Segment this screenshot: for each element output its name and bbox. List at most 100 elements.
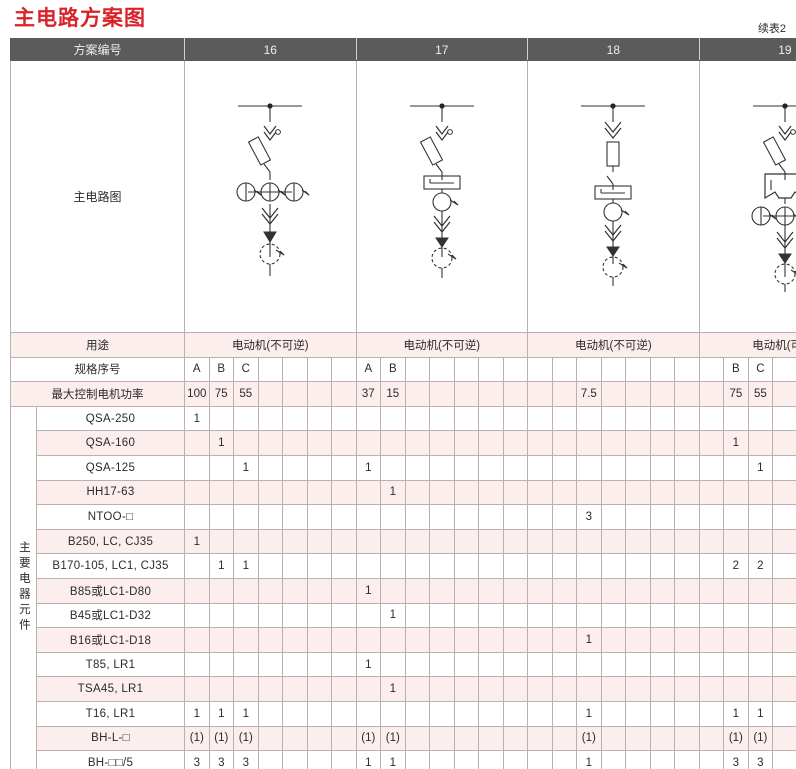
component-name: T16, LR1 bbox=[35, 700, 186, 727]
cell-18-6 bbox=[674, 381, 700, 407]
cell-19-3 bbox=[772, 700, 796, 727]
cell-17-0 bbox=[355, 430, 382, 456]
header-scheme-16[interactable]: 16 bbox=[184, 38, 357, 61]
cell-16-0 bbox=[184, 454, 210, 481]
cell-19-2 bbox=[747, 405, 774, 432]
cell-16-6 bbox=[331, 627, 357, 653]
cell-16-0: 100 bbox=[184, 381, 210, 407]
cell-16-1 bbox=[208, 577, 235, 604]
cell-16-6 bbox=[331, 700, 357, 727]
cell-19-1 bbox=[723, 504, 749, 530]
use-value-16: 电动机(不可逆) bbox=[184, 332, 357, 358]
cell-18-4 bbox=[625, 577, 651, 604]
use-value-19: 电动机(可逆) bbox=[698, 332, 796, 358]
cell-17-3 bbox=[429, 700, 455, 727]
cell-16-2 bbox=[233, 676, 259, 702]
cell-18-3 bbox=[600, 504, 627, 530]
cell-19-0 bbox=[698, 405, 725, 432]
cell-16-5 bbox=[306, 454, 333, 481]
cell-18-1 bbox=[551, 504, 578, 530]
cell-18-1 bbox=[551, 528, 578, 555]
header-scheme-18[interactable]: 18 bbox=[527, 38, 700, 61]
main-circuit-scheme-table: 方案编号 16 17 18 19 主电路图 bbox=[9, 38, 796, 769]
cell-16-5 bbox=[306, 676, 333, 702]
cell-18-5 bbox=[649, 528, 676, 555]
cell-16-6 bbox=[331, 750, 357, 769]
table-header-row: 方案编号 16 17 18 19 bbox=[9, 38, 796, 61]
component-name: B85或LC1-D80 bbox=[35, 577, 186, 604]
component-name: QSA-125 bbox=[35, 454, 186, 481]
cell-19-3 bbox=[772, 725, 796, 752]
cell-17-3 bbox=[429, 750, 455, 769]
cell-18-1 bbox=[551, 553, 578, 579]
component-name: QSA-250 bbox=[35, 405, 186, 432]
component-name: B45或LC1-D32 bbox=[35, 602, 186, 629]
cell-18-5 bbox=[649, 750, 676, 769]
cell-19-1 bbox=[723, 602, 749, 629]
cell-16-3 bbox=[257, 528, 284, 555]
cell-18-4 bbox=[625, 725, 651, 752]
cell-19-3 bbox=[772, 676, 796, 702]
cell-16-2 bbox=[233, 528, 259, 555]
cell-19-2: 3 bbox=[747, 750, 774, 769]
cell-16-0 bbox=[184, 651, 210, 678]
cell-17-1: B bbox=[380, 356, 406, 383]
cell-17-5 bbox=[478, 528, 504, 555]
component-row: B250, LC, CJ35 1 bbox=[11, 528, 796, 555]
cell-17-3 bbox=[429, 651, 455, 678]
cell-19-3 bbox=[772, 454, 796, 481]
cell-19-3 bbox=[772, 479, 796, 506]
cell-16-5 bbox=[306, 553, 333, 579]
cell-16-3 bbox=[257, 454, 284, 481]
cell-18-2: 1 bbox=[576, 700, 602, 727]
cell-17-4 bbox=[453, 405, 480, 432]
continuation-label: 续表2 bbox=[757, 23, 786, 35]
cell-16-3 bbox=[257, 504, 284, 530]
page-title: 主电路方案图 bbox=[14, 7, 146, 30]
cell-16-6 bbox=[331, 430, 357, 456]
cell-19-3 bbox=[772, 356, 796, 383]
cell-19-1: B bbox=[723, 356, 749, 383]
cell-18-0 bbox=[527, 676, 553, 702]
cell-17-2 bbox=[404, 750, 431, 769]
cell-17-4 bbox=[453, 750, 480, 769]
cell-18-6 bbox=[674, 356, 700, 383]
cell-17-0: 1 bbox=[355, 454, 382, 481]
cell-16-1 bbox=[208, 528, 235, 555]
cell-19-1: 1 bbox=[723, 700, 749, 727]
cell-18-5 bbox=[649, 479, 676, 506]
cell-17-5 bbox=[478, 676, 504, 702]
cell-17-4 bbox=[453, 553, 480, 579]
cell-19-0 bbox=[698, 602, 725, 629]
circuit-diagram-18 bbox=[527, 60, 700, 333]
cell-17-5 bbox=[478, 553, 504, 579]
component-name: BH-□□/5 bbox=[35, 750, 186, 769]
cell-16-4 bbox=[282, 602, 308, 629]
cell-18-0 bbox=[527, 651, 553, 678]
cell-18-6 bbox=[674, 651, 700, 678]
cell-16-1: 1 bbox=[208, 430, 235, 456]
cell-16-6 bbox=[331, 602, 357, 629]
cell-17-4 bbox=[453, 528, 480, 555]
cell-18-5 bbox=[649, 430, 676, 456]
cell-18-0 bbox=[527, 356, 553, 383]
cell-18-0 bbox=[527, 577, 553, 604]
cell-18-6 bbox=[674, 725, 700, 752]
cell-18-6 bbox=[674, 700, 700, 727]
cell-18-4 bbox=[625, 430, 651, 456]
cell-17-4 bbox=[453, 454, 480, 481]
cell-19-2 bbox=[747, 528, 774, 555]
cell-18-3 bbox=[600, 676, 627, 702]
cell-18-5 bbox=[649, 627, 676, 653]
header-scheme-17[interactable]: 17 bbox=[355, 38, 529, 61]
cell-17-0 bbox=[355, 676, 382, 702]
cell-19-1 bbox=[723, 454, 749, 481]
cell-19-1: (1) bbox=[723, 725, 749, 752]
cell-18-1 bbox=[551, 676, 578, 702]
header-scheme-19[interactable]: 19 bbox=[698, 38, 796, 61]
cell-18-5 bbox=[649, 577, 676, 604]
cell-17-6 bbox=[502, 725, 529, 752]
cell-17-0 bbox=[355, 504, 382, 530]
cell-16-3 bbox=[257, 676, 284, 702]
